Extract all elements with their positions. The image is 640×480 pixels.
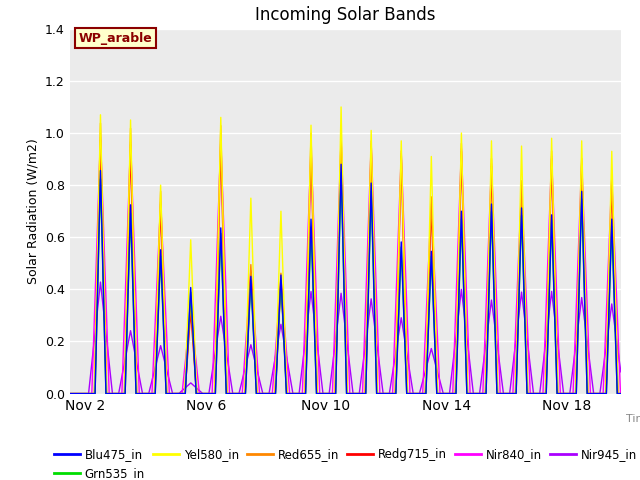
Nir945_in [52, 391, 60, 396]
Line: Grn535_in: Grn535_in [56, 173, 627, 394]
Yel580_in [331, 391, 339, 396]
Nir945_in [136, 377, 144, 383]
Red655_in [331, 391, 339, 396]
Line: Blu475_in: Blu475_in [56, 164, 627, 394]
Nir840_in [97, 134, 104, 140]
Redg715_in [97, 137, 104, 143]
Nir840_in [136, 391, 144, 396]
Blu475_in [623, 391, 630, 396]
Blu475_in [52, 391, 60, 396]
Text: WP_arable: WP_arable [79, 32, 152, 45]
Title: Incoming Solar Bands: Incoming Solar Bands [255, 6, 436, 24]
Redg715_in [52, 391, 60, 396]
Redg715_in [186, 321, 194, 326]
Redg715_in [533, 391, 541, 396]
Nir840_in [186, 315, 194, 321]
Yel580_in [623, 391, 630, 396]
Red655_in [472, 391, 479, 396]
Yel580_in [472, 391, 479, 396]
Nir840_in [623, 391, 630, 396]
Blu475_in [331, 391, 339, 396]
Yel580_in [533, 391, 541, 396]
Grn535_in [472, 391, 479, 396]
Nir945_in [533, 391, 541, 396]
Grn535_in [533, 391, 541, 396]
Blu475_in [186, 303, 193, 309]
Redg715_in [331, 391, 339, 396]
Blu475_in [136, 391, 143, 396]
Redg715_in [97, 145, 104, 151]
Nir945_in [472, 391, 479, 396]
Red655_in [136, 391, 144, 396]
Red655_in [97, 128, 104, 134]
Nir840_in [97, 140, 104, 145]
Red655_in [533, 391, 541, 396]
Yel580_in [337, 104, 345, 110]
Yel580_in [186, 262, 193, 267]
Red655_in [623, 391, 630, 396]
Line: Yel580_in: Yel580_in [56, 107, 627, 394]
Grn535_in [186, 307, 193, 313]
Grn535_in [623, 391, 630, 396]
Red655_in [52, 391, 60, 396]
Y-axis label: Solar Radiation (W/m2): Solar Radiation (W/m2) [26, 138, 39, 284]
Blu475_in [97, 173, 104, 179]
Grn535_in [52, 391, 60, 396]
Legend: Blu475_in, Grn535_in, Yel580_in, Red655_in, Redg715_in, Nir840_in, Nir945_in: Blu475_in, Grn535_in, Yel580_in, Red655_… [49, 443, 640, 480]
Grn535_in [331, 391, 339, 396]
Nir840_in [52, 391, 60, 396]
Line: Redg715_in: Redg715_in [56, 140, 627, 394]
Red655_in [186, 313, 194, 319]
Nir945_in [97, 281, 104, 287]
Blu475_in [533, 391, 541, 396]
Nir840_in [331, 325, 339, 331]
Blu475_in [337, 161, 345, 167]
Text: Time: Time [627, 414, 640, 424]
Yel580_in [52, 391, 60, 396]
Blu475_in [472, 391, 479, 396]
Nir945_in [186, 381, 194, 386]
Grn535_in [97, 181, 104, 187]
Nir840_in [533, 391, 541, 396]
Redg715_in [623, 391, 630, 396]
Yel580_in [97, 118, 104, 123]
Nir945_in [97, 279, 104, 285]
Grn535_in [136, 391, 143, 396]
Yel580_in [136, 391, 143, 396]
Nir945_in [623, 391, 630, 396]
Nir945_in [331, 345, 339, 350]
Redg715_in [472, 391, 479, 396]
Nir840_in [472, 391, 479, 396]
Line: Red655_in: Red655_in [56, 123, 627, 394]
Line: Nir840_in: Nir840_in [56, 137, 627, 394]
Redg715_in [136, 391, 144, 396]
Line: Nir945_in: Nir945_in [56, 282, 627, 394]
Red655_in [97, 120, 104, 126]
Grn535_in [337, 170, 345, 176]
